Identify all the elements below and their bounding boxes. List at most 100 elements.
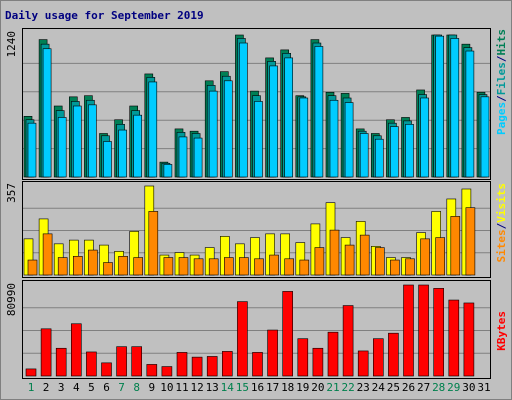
x-label-day-13: 13 (205, 381, 219, 394)
hits-files-pages-panel (22, 28, 491, 180)
pages-bar-day-11 (178, 136, 188, 178)
sites-bar-day-18 (284, 258, 295, 276)
x-label-day-22: 22 (341, 381, 355, 394)
sites-bar-day-11 (178, 257, 189, 276)
pages-bar-day-16 (254, 101, 263, 178)
kbytes-bar-day-17 (267, 329, 278, 377)
sites-bar-day-1 (27, 259, 38, 276)
kbytes-bar-day-26 (403, 284, 414, 377)
x-label-day-19: 19 (296, 381, 310, 394)
kbytes-bar-day-10 (161, 366, 173, 377)
pages-bar-day-31 (480, 96, 490, 178)
kbytes-bar-day-30 (463, 302, 475, 377)
pages-bar-day-28 (435, 35, 445, 178)
pages-bar-day-5 (88, 104, 97, 178)
kbytes-bar-day-11 (176, 352, 188, 377)
pages-bar-day-20 (314, 46, 324, 178)
legend-kbytes: KBytes (494, 310, 508, 351)
pages-bar-day-21 (329, 99, 339, 178)
pages-bar-day-23 (359, 133, 369, 178)
pages-bar-day-6 (103, 141, 112, 178)
kbytes-ymax-label: 80990 (2, 283, 20, 343)
sites-bar-day-12 (193, 258, 204, 276)
x-label-day-26: 26 (401, 381, 416, 394)
sites-bar-day-16 (254, 258, 264, 276)
pages-bar-day-12 (193, 137, 203, 178)
sites-bar-day-5 (88, 249, 98, 276)
kbytes-bar-day-3 (55, 347, 67, 377)
kbytes-bar-day-29 (448, 299, 460, 377)
pages-bar-day-3 (57, 117, 67, 178)
x-label-day-24: 24 (371, 381, 385, 394)
kbytes-bar-day-15 (237, 301, 248, 377)
sites-bar-day-3 (57, 257, 68, 276)
x-label-day-2: 2 (42, 381, 50, 394)
kbytes-legend: KBytes (493, 283, 509, 378)
kbytes-bar-day-24 (372, 338, 384, 377)
sites-bar-day-8 (133, 257, 143, 276)
legend-pages: Pages (494, 101, 508, 135)
pages-bar-day-1 (27, 122, 37, 178)
kbytes-bar-day-27 (418, 284, 429, 377)
sites-bar-day-19 (299, 259, 310, 276)
visits-ymax-label: 357 (2, 183, 20, 243)
x-axis-labels: 1 2 3 4 5 6 7 8 9 10 11 12 13 14 15 16 17 18 19 20 21 22 23 24 2… (22, 381, 491, 397)
kbytes-bar-day-9 (146, 364, 158, 377)
legend-sep-3: / (494, 222, 508, 230)
visits-sites-chart (23, 185, 490, 276)
x-label-day-17: 17 (265, 381, 280, 394)
legend-sep-2: / (494, 55, 508, 63)
kbytes-ymax-text: 80990 (4, 283, 18, 317)
x-label-day-18: 18 (281, 381, 295, 394)
chart-title: Daily usage for September 2019 (5, 9, 204, 22)
pages-bar-day-25 (390, 126, 399, 178)
kbytes-bar-day-21 (327, 331, 339, 377)
pages-bar-day-30 (465, 50, 475, 178)
x-label-day-1: 1 (27, 381, 35, 394)
x-label-day-30: 30 (462, 381, 476, 394)
kbytes-bar-day-18 (282, 291, 294, 377)
sites-bar-day-10 (163, 257, 174, 276)
x-label-day-25: 25 (386, 381, 401, 394)
legend-hits: Hits (494, 29, 508, 56)
x-label-day-20: 20 (311, 381, 325, 394)
pages-bar-day-2 (42, 48, 52, 178)
x-label-day-3: 3 (57, 381, 65, 394)
kbytes-bar-day-23 (357, 350, 369, 377)
kbytes-legend-text: KBytes (495, 311, 508, 351)
pages-bar-day-15 (239, 42, 248, 178)
sites-bar-day-24 (374, 247, 385, 276)
x-label-day-23: 23 (356, 381, 370, 394)
x-label-day-16: 16 (250, 381, 265, 394)
hits-ymax-label: 1240 (2, 31, 20, 91)
kbytes-bar-day-16 (252, 352, 263, 377)
kbytes-bar-day-2 (40, 328, 52, 377)
legend-visits: Visits (494, 183, 508, 223)
pages-bar-day-17 (269, 65, 278, 178)
kbytes-bar-day-4 (70, 323, 82, 377)
x-label-day-7: 7 (118, 381, 125, 394)
kbytes-bar-day-13 (206, 356, 218, 377)
kbytes-bar-day-8 (131, 346, 142, 377)
hits-ymax-text: 1240 (4, 31, 18, 58)
visits-sites-legend: Sites/Visits (493, 183, 509, 278)
x-label-day-28: 28 (432, 381, 446, 394)
kbytes-bar-day-22 (342, 305, 354, 377)
kbytes-bar-day-28 (433, 288, 445, 377)
x-label-day-5: 5 (88, 381, 95, 394)
x-label-day-12: 12 (190, 381, 204, 394)
kbytes-bar-day-1 (25, 368, 37, 377)
sites-bar-day-15 (239, 257, 249, 276)
pages-bar-day-14 (224, 80, 233, 178)
sites-bar-day-4 (72, 256, 83, 276)
x-label-day-27: 27 (416, 381, 431, 394)
sites-bar-day-29 (450, 216, 461, 276)
pages-bar-day-24 (374, 138, 384, 178)
x-label-day-21: 21 (326, 381, 340, 394)
legend-sites: Sites (494, 229, 508, 263)
pages-bar-day-4 (72, 105, 82, 178)
kbytes-bar-day-19 (297, 338, 309, 377)
pages-bar-day-27 (420, 97, 429, 178)
kbytes-bar-day-25 (388, 332, 399, 377)
